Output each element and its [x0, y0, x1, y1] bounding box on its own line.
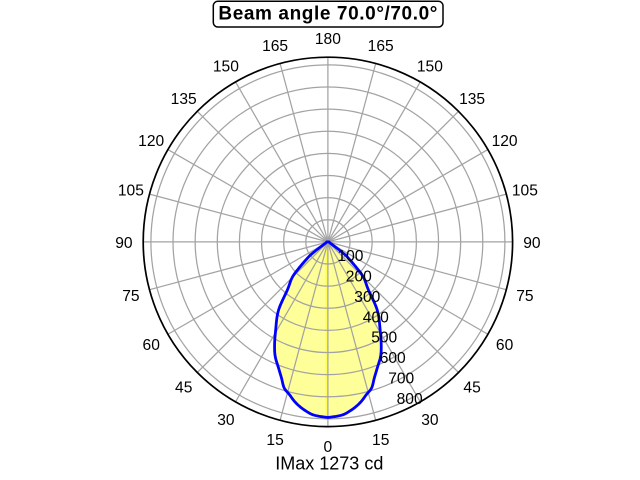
svg-text:75: 75 [516, 288, 534, 305]
svg-text:600: 600 [380, 350, 406, 367]
svg-text:400: 400 [363, 309, 389, 326]
svg-text:150: 150 [417, 59, 443, 76]
svg-text:105: 105 [512, 182, 538, 199]
svg-text:Beam angle 70.0°/70.0°: Beam angle 70.0°/70.0° [218, 3, 438, 24]
svg-text:135: 135 [171, 91, 197, 108]
svg-text:30: 30 [421, 412, 439, 429]
svg-text:30: 30 [217, 412, 235, 429]
svg-text:90: 90 [115, 235, 133, 252]
svg-text:700: 700 [388, 371, 414, 388]
svg-text:500: 500 [371, 330, 397, 347]
svg-text:60: 60 [496, 337, 514, 354]
svg-text:45: 45 [175, 379, 193, 396]
svg-text:165: 165 [262, 38, 288, 55]
svg-text:300: 300 [354, 289, 380, 306]
svg-text:135: 135 [459, 91, 485, 108]
svg-text:90: 90 [523, 235, 541, 252]
svg-text:120: 120 [138, 133, 164, 150]
svg-text:150: 150 [213, 59, 239, 76]
svg-text:15: 15 [266, 432, 284, 449]
svg-text:180: 180 [315, 31, 341, 48]
svg-text:200: 200 [346, 268, 372, 285]
svg-text:120: 120 [492, 133, 518, 150]
svg-text:15: 15 [372, 432, 390, 449]
svg-text:60: 60 [143, 337, 161, 354]
svg-text:105: 105 [118, 182, 144, 199]
svg-text:100: 100 [337, 248, 363, 265]
svg-text:75: 75 [122, 288, 140, 305]
svg-text:165: 165 [368, 38, 394, 55]
svg-text:45: 45 [463, 379, 481, 396]
svg-text:IMax 1273 cd: IMax 1273 cd [275, 454, 383, 474]
svg-text:0: 0 [324, 439, 333, 456]
svg-text:800: 800 [397, 391, 423, 408]
